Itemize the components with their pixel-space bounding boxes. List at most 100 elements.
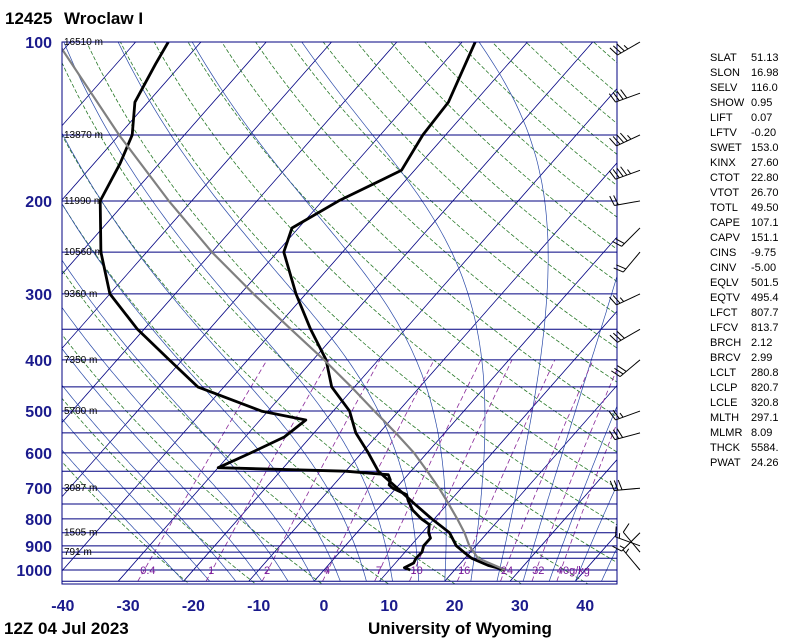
dry-adiabat-line [86, 42, 617, 563]
index-name: LCLE [710, 397, 738, 409]
index-name: SHOW [710, 97, 745, 109]
index-name: MLTH [710, 412, 739, 424]
index-value: 151.1 [751, 232, 779, 244]
index-value: -9.75 [751, 247, 776, 259]
index-value: 280.8 [751, 367, 779, 379]
moist-adiabat-line [62, 306, 289, 582]
dry-adiabat-line [119, 42, 617, 526]
index-value: 2.12 [751, 337, 772, 349]
wind-barb [611, 359, 641, 378]
index-value: 0.07 [751, 112, 772, 124]
wind-barb [609, 132, 641, 147]
dewpoint-profile-line [98, 42, 432, 572]
index-name: SLON [710, 67, 740, 79]
isotherm-line [62, 42, 267, 275]
isotherm-line [62, 42, 71, 53]
isotherm-line [62, 42, 136, 127]
index-value: 297.1 [751, 412, 779, 424]
index-name: SWET [710, 142, 742, 154]
dry-adiabat-line [322, 42, 617, 316]
pressure-label: 100 [25, 35, 52, 52]
temperature-label: -40 [51, 598, 74, 615]
valid-time: 12Z 04 Jul 2023 [4, 619, 129, 638]
wind-barb [609, 195, 641, 206]
index-value: 5584. [751, 442, 779, 454]
dry-adiabat-line [688, 36, 800, 594]
mixing-ratio-line [409, 359, 513, 582]
index-name: KINX [710, 157, 736, 169]
pressure-label: 400 [25, 353, 52, 370]
station-name: Wroclaw I [64, 9, 143, 28]
dry-adiabat-line [62, 61, 589, 584]
isotherm-line [62, 42, 528, 572]
mixing-ratio-label: 40g/kg [557, 565, 590, 577]
index-name: CTOT [710, 172, 740, 184]
pressure-axis-labels: 100 200 300 400 500 600 700 800 900 1000 [16, 35, 52, 580]
index-name: LCLT [710, 367, 736, 379]
pressure-label: 800 [25, 512, 52, 529]
height-labels: 16510 m 13870 m 11990 m 10560 m 9360 m 7350 m… [64, 37, 103, 558]
index-name: BRCV [710, 352, 741, 364]
moist-adiabat-line [301, 42, 486, 582]
isotherm-line [0, 42, 5, 581]
dry-adiabat-line [62, 203, 456, 584]
index-name: CINS [710, 247, 736, 259]
height-label: 791 m [64, 547, 92, 558]
index-name: LCLP [710, 382, 738, 394]
dry-adiabat-line [356, 42, 617, 283]
wind-barb [622, 548, 641, 571]
mixing-ratio-labels: 0.4 1 2 4 7 10 16 24 32 40g/kg [140, 565, 590, 577]
isotherm-line [62, 42, 332, 349]
isotherm-line [62, 42, 398, 424]
temperature-label: -30 [117, 598, 140, 615]
dry-adiabat-line [62, 461, 190, 584]
index-value: 813.7 [751, 322, 779, 334]
temperature-label: 10 [380, 598, 398, 615]
isotherm-line [62, 42, 463, 498]
parcel-profile-line [62, 47, 506, 572]
index-name: LIFT [710, 112, 733, 124]
moist-adiabat-line [117, 42, 419, 582]
wind-barb [608, 428, 641, 441]
dry-adiabat-line [221, 42, 617, 418]
mixing-ratio-label: 2 [264, 565, 270, 577]
wind-barb [622, 523, 641, 553]
index-value: 501.5 [751, 277, 779, 289]
mixing-ratio-line [556, 422, 617, 582]
index-name: EQLV [710, 277, 739, 289]
index-value: 807.7 [751, 307, 779, 319]
index-value: 320.8 [751, 397, 779, 409]
isotherm-line [62, 42, 202, 201]
height-label: 7350 m [64, 355, 97, 366]
isotherm-line [444, 384, 617, 582]
plot-area [0, 36, 800, 594]
mixing-ratio-label: 1 [208, 565, 214, 577]
moist-adiabat-line [62, 132, 367, 582]
index-name: MLMR [710, 427, 742, 439]
mixing-ratio-line [322, 359, 435, 582]
station-id: 12425 [5, 9, 52, 28]
index-name: SELV [710, 82, 738, 94]
wind-barb [608, 166, 641, 180]
isotherm-line [313, 236, 617, 582]
wind-barb [609, 41, 641, 56]
moist-adiabat-line [522, 275, 617, 582]
index-value: 8.09 [751, 427, 772, 439]
mixing-ratio-label: 7 [376, 565, 382, 577]
isotherm-lines [0, 42, 617, 582]
moist-adiabat-lines [62, 42, 617, 582]
dry-adiabat-line [62, 269, 390, 584]
index-value: -5.00 [751, 262, 776, 274]
moist-adiabat-line [62, 384, 237, 582]
height-label: 9360 m [64, 289, 97, 300]
temperature-label: 40 [576, 598, 594, 615]
index-name: CAPV [710, 232, 741, 244]
pressure-label: 300 [25, 287, 52, 304]
pressure-label: 900 [25, 539, 52, 556]
sounding-series [62, 42, 506, 572]
pressure-label: 200 [25, 194, 52, 211]
height-label: 10560 m [64, 247, 103, 258]
mixing-ratio-line [500, 359, 594, 582]
source-credit: University of Wyoming [368, 619, 552, 638]
